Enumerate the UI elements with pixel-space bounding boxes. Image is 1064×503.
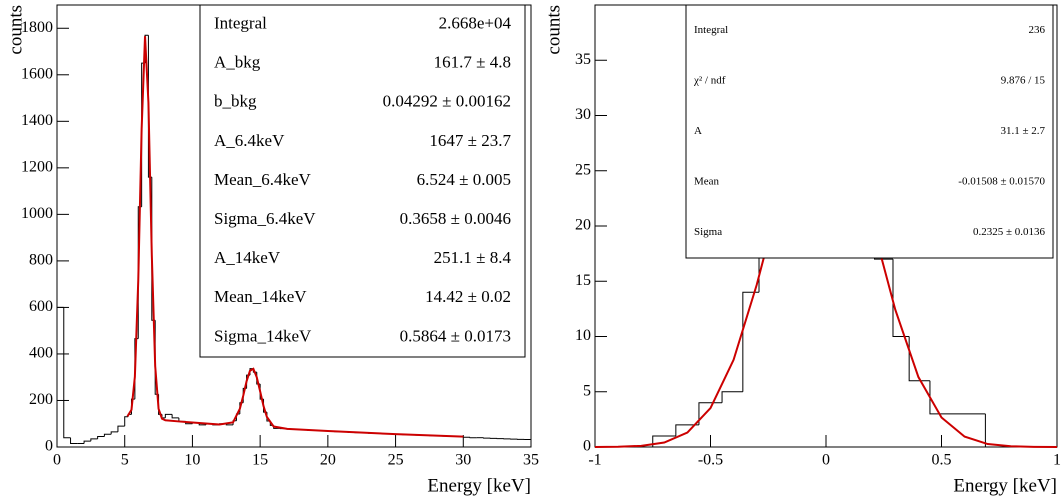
y-tick-label: 400 (29, 345, 53, 362)
histogram-bin (675, 424, 699, 436)
stats-label: Mean_14keV (214, 287, 307, 306)
histogram-bin (698, 402, 723, 425)
histogram-bin (83, 440, 91, 444)
histogram-bin (462, 436, 471, 438)
stats-value: -0.01508 ± 0.01570 (958, 176, 1045, 188)
y-axis-title: counts (543, 5, 564, 55)
y-tick-label: 30 (575, 106, 591, 123)
stats-value: 2.668e+04 (439, 13, 512, 32)
stats-label: Sigma_14keV (214, 326, 312, 345)
histogram-bin (90, 438, 98, 442)
x-tick-label: 15 (252, 452, 268, 469)
y-tick-label: 10 (575, 327, 591, 344)
y-tick-label: 1800 (21, 19, 53, 36)
stats-value: 14.42 ± 0.02 (425, 287, 511, 306)
stats-value: 1647 ± 23.7 (429, 131, 511, 150)
x-axis-title: Energy [keV] (953, 475, 1057, 496)
stats-box (685, 4, 1054, 259)
stats-label: A_bkg (214, 53, 261, 72)
histogram-bin (70, 437, 78, 445)
x-tick-label: 35 (523, 452, 539, 469)
stats-value: 0.04292 ± 0.00162 (383, 92, 511, 111)
y-tick-label: 35 (575, 51, 591, 68)
stats-value: 0.5864 ± 0.0173 (400, 326, 511, 345)
x-tick-label: 30 (455, 452, 471, 469)
stats-value: 251.1 ± 8.4 (434, 248, 512, 267)
x-tick-label: 20 (320, 452, 336, 469)
stats-box (199, 4, 526, 358)
y-tick-label: 1600 (21, 65, 53, 82)
histogram-bin (171, 414, 179, 419)
y-tick-label: 200 (29, 391, 53, 408)
x-tick-label: 25 (388, 452, 404, 469)
x-tick-label: 0.5 (932, 452, 952, 469)
histogram-bin (117, 425, 125, 432)
stats-label: Sigma (694, 226, 722, 238)
y-tick-label: 1200 (21, 159, 53, 176)
histogram-bin (103, 433, 112, 437)
histogram-bin (124, 416, 129, 427)
stats-label: b_bkg (214, 92, 257, 111)
x-tick-label: 1 (1053, 452, 1061, 469)
y-axis-title: counts (5, 5, 26, 55)
stats-value: 0.2325 ± 0.0136 (973, 226, 1046, 238)
y-tick-label: 1000 (21, 205, 53, 222)
y-tick-label: 25 (575, 161, 591, 178)
stats-label: A (694, 125, 702, 137)
stats-value: 0.3658 ± 0.0046 (400, 209, 511, 228)
stats-value: 236 (1029, 24, 1046, 36)
histogram-bin (63, 307, 71, 439)
stats-label: A_6.4keV (214, 131, 285, 150)
x-tick-label: -0.5 (698, 452, 723, 469)
histogram-bin (742, 291, 760, 392)
stats-label: A_14keV (214, 248, 281, 267)
x-tick-label: 0 (822, 452, 830, 469)
y-tick-label: 1400 (21, 112, 53, 129)
stats-label: Mean (694, 176, 720, 188)
x-tick-label: 10 (184, 452, 200, 469)
fit-curve (126, 36, 464, 438)
y-tick-label: 0 (583, 438, 591, 455)
y-tick-label: 5 (583, 382, 591, 399)
stats-value: 6.524 ± 0.005 (417, 170, 511, 189)
x-axis-title: Energy [keV] (427, 475, 531, 496)
stats-label: Mean_6.4keV (214, 170, 312, 189)
x-tick-label: 5 (121, 452, 129, 469)
stats-label: χ² / ndf (693, 74, 726, 86)
histogram-bin (929, 380, 986, 415)
histogram-bin (721, 391, 743, 403)
x-tick-label: -1 (588, 452, 601, 469)
y-tick-label: 15 (575, 272, 591, 289)
stats-label: Sigma_6.4keV (214, 209, 316, 228)
stats-value: 9.876 / 15 (1001, 74, 1046, 86)
histogram-bin (56, 306, 64, 447)
stats-value: 31.1 ± 2.7 (1000, 125, 1045, 137)
histogram-bin (110, 431, 118, 435)
x-tick-label: 0 (53, 452, 61, 469)
histogram-bin (164, 413, 173, 418)
stats-label: Integral (214, 13, 267, 32)
y-tick-label: 20 (575, 217, 591, 234)
stats-value: 161.7 ± 4.8 (434, 53, 511, 72)
y-tick-label: 0 (45, 438, 53, 455)
stats-label: Integral (694, 24, 728, 36)
histogram-bin (97, 436, 105, 439)
y-tick-label: 600 (29, 298, 53, 315)
y-tick-label: 800 (29, 252, 53, 269)
